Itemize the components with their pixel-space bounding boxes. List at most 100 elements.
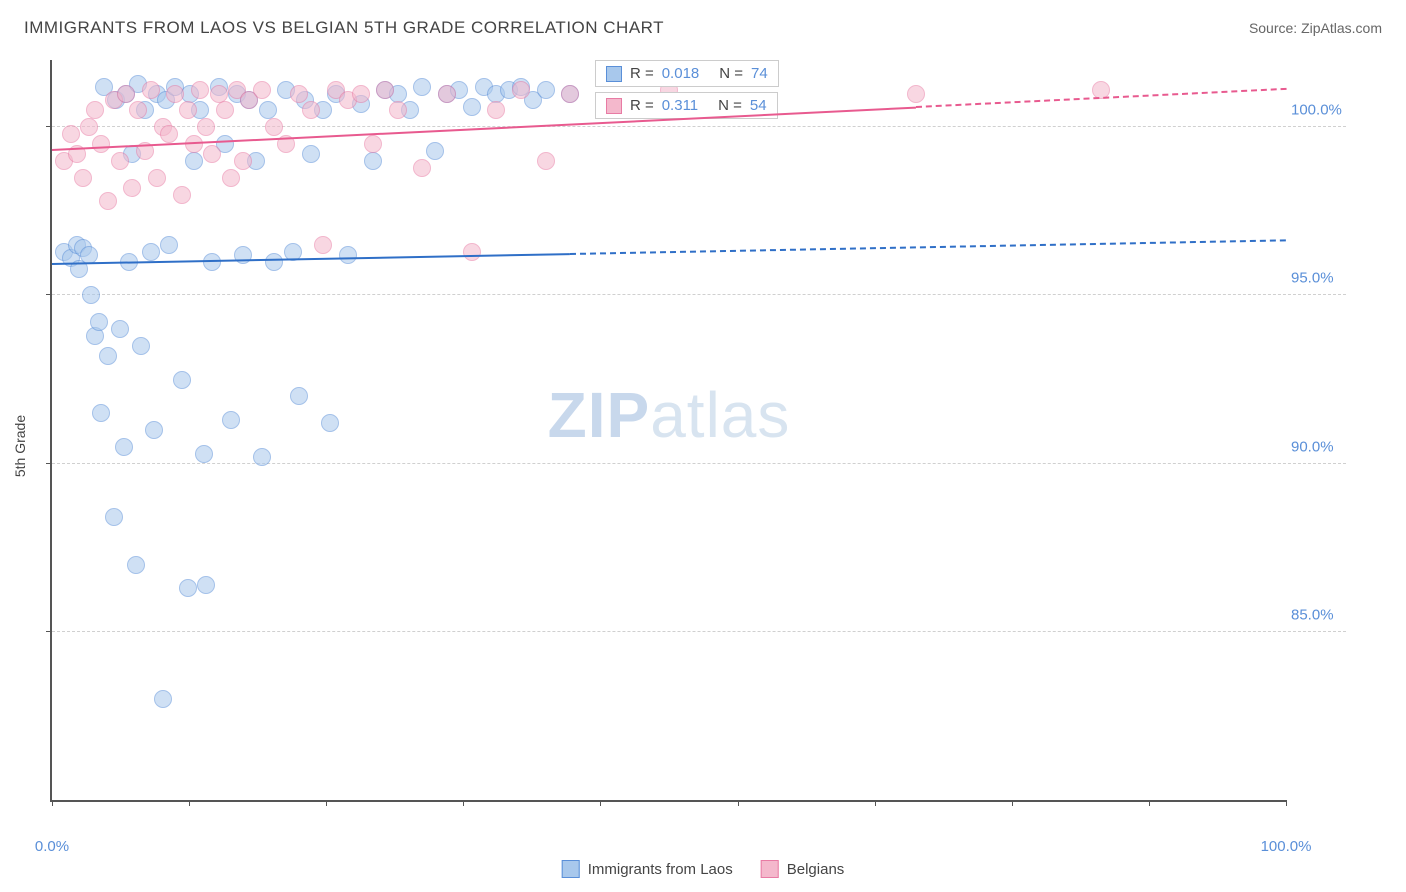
scatter-point xyxy=(129,101,147,119)
x-tick-label: 100.0% xyxy=(1261,838,1312,855)
stat-box: R = 0.018 N = 74 xyxy=(595,60,779,87)
scatter-point xyxy=(142,81,160,99)
x-tick-label: 0.0% xyxy=(35,838,69,855)
scatter-point xyxy=(62,125,80,143)
scatter-point xyxy=(364,135,382,153)
legend-label: Belgians xyxy=(787,861,845,878)
scatter-point xyxy=(302,101,320,119)
scatter-point xyxy=(111,152,129,170)
x-tick xyxy=(1286,800,1287,806)
scatter-point xyxy=(537,152,555,170)
stat-swatch xyxy=(606,98,622,114)
scatter-point xyxy=(111,320,129,338)
legend-item: Immigrants from Laos xyxy=(562,860,733,878)
scatter-point xyxy=(142,243,160,261)
scatter-point xyxy=(438,85,456,103)
scatter-point xyxy=(512,81,530,99)
scatter-point xyxy=(127,556,145,574)
scatter-point xyxy=(259,101,277,119)
stat-n-label: N = xyxy=(719,65,743,82)
scatter-point xyxy=(426,142,444,160)
y-tick xyxy=(46,463,52,464)
scatter-point xyxy=(290,85,308,103)
y-axis-label: 5th Grade xyxy=(12,415,28,477)
y-tick-label: 95.0% xyxy=(1291,270,1346,287)
watermark-atlas: atlas xyxy=(650,379,790,451)
chart-container: 5th Grade ZIPatlas 85.0%90.0%95.0%100.0%… xyxy=(50,60,1346,832)
stat-swatch xyxy=(606,66,622,82)
grid-line xyxy=(52,126,1346,127)
y-tick-label: 100.0% xyxy=(1291,102,1346,119)
scatter-point xyxy=(197,576,215,594)
scatter-point xyxy=(195,445,213,463)
x-tick xyxy=(189,800,190,806)
scatter-point xyxy=(99,192,117,210)
watermark: ZIPatlas xyxy=(548,378,791,452)
scatter-point xyxy=(179,101,197,119)
scatter-point xyxy=(191,81,209,99)
trend-line xyxy=(570,240,1286,256)
scatter-point xyxy=(203,145,221,163)
legend-swatch xyxy=(761,860,779,878)
source-label: Source: ZipAtlas.com xyxy=(1249,20,1382,36)
scatter-point xyxy=(265,253,283,271)
x-tick xyxy=(1012,800,1013,806)
scatter-point xyxy=(145,421,163,439)
x-tick xyxy=(875,800,876,806)
scatter-point xyxy=(115,438,133,456)
grid-line xyxy=(52,294,1346,295)
scatter-point xyxy=(413,78,431,96)
legend-item: Belgians xyxy=(761,860,845,878)
scatter-point xyxy=(92,404,110,422)
scatter-point xyxy=(216,101,234,119)
scatter-point xyxy=(389,101,407,119)
stat-n-value: 54 xyxy=(750,97,767,114)
scatter-point xyxy=(234,152,252,170)
x-tick xyxy=(326,800,327,806)
stat-r-value: 0.018 xyxy=(662,65,700,82)
scatter-point xyxy=(364,152,382,170)
x-tick xyxy=(463,800,464,806)
stat-n-label: N = xyxy=(718,97,742,114)
scatter-point xyxy=(105,508,123,526)
legend: Immigrants from Laos Belgians xyxy=(562,860,845,878)
scatter-point xyxy=(302,145,320,163)
scatter-point xyxy=(339,246,357,264)
y-tick xyxy=(46,631,52,632)
x-tick xyxy=(52,800,53,806)
scatter-point xyxy=(123,179,141,197)
scatter-point xyxy=(74,169,92,187)
x-tick xyxy=(1149,800,1150,806)
scatter-point xyxy=(561,85,579,103)
scatter-point xyxy=(253,448,271,466)
scatter-point xyxy=(463,243,481,261)
scatter-point xyxy=(99,347,117,365)
scatter-point xyxy=(222,411,240,429)
scatter-point xyxy=(154,690,172,708)
legend-swatch xyxy=(562,860,580,878)
scatter-point xyxy=(321,414,339,432)
plot-area: ZIPatlas 85.0%90.0%95.0%100.0%0.0%100.0%… xyxy=(50,60,1286,802)
grid-line xyxy=(52,463,1346,464)
scatter-point xyxy=(173,186,191,204)
scatter-point xyxy=(463,98,481,116)
scatter-point xyxy=(173,371,191,389)
scatter-point xyxy=(907,85,925,103)
scatter-point xyxy=(179,579,197,597)
scatter-point xyxy=(265,118,283,136)
stat-n-value: 74 xyxy=(751,65,768,82)
scatter-point xyxy=(148,169,166,187)
x-tick xyxy=(738,800,739,806)
scatter-point xyxy=(222,169,240,187)
scatter-point xyxy=(376,81,394,99)
scatter-point xyxy=(80,118,98,136)
scatter-point xyxy=(537,81,555,99)
watermark-zip: ZIP xyxy=(548,379,651,451)
scatter-point xyxy=(86,101,104,119)
stat-r-label: R = xyxy=(630,65,654,82)
y-tick-label: 90.0% xyxy=(1291,438,1346,455)
y-tick xyxy=(46,294,52,295)
scatter-point xyxy=(160,125,178,143)
stat-r-value: 0.311 xyxy=(662,97,698,114)
scatter-point xyxy=(132,337,150,355)
